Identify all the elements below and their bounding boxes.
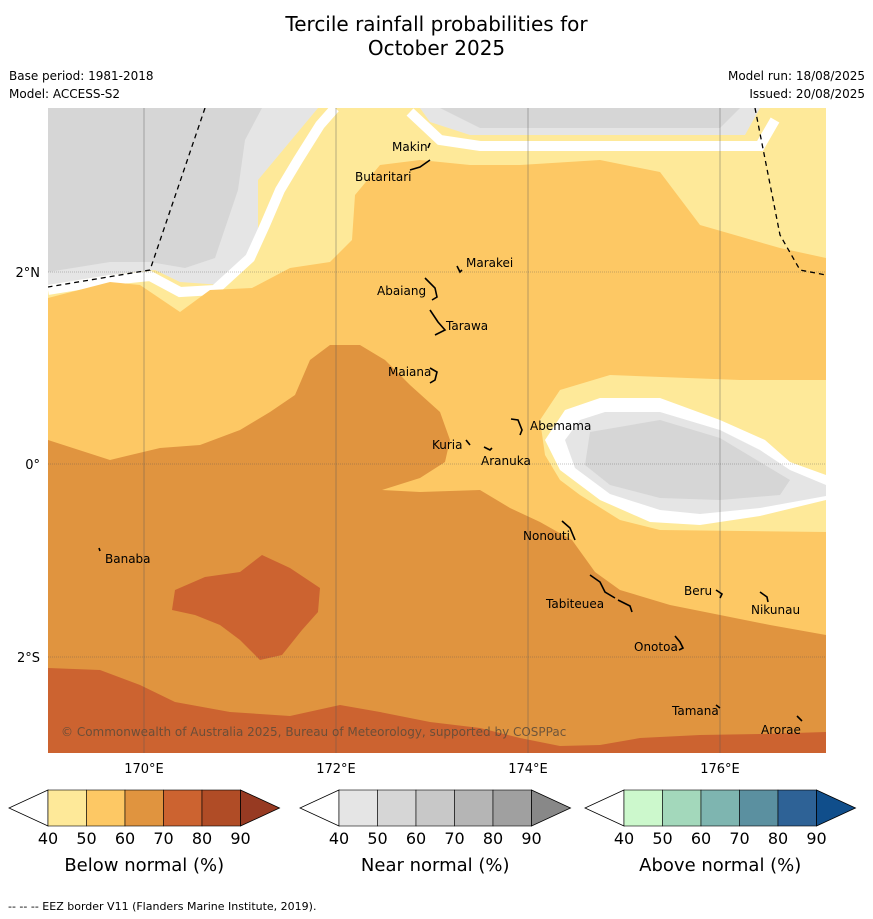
colorbar-tick-label: 60 [406, 829, 426, 848]
below-70-80-patch [172, 555, 320, 660]
colorbar-tick-label: 40 [329, 829, 349, 848]
colorbar-tick-label: 90 [230, 829, 250, 848]
place-onotoa: Onotoa [634, 640, 678, 654]
colorbar-segment [338, 789, 378, 827]
base-period: Base period: 1981-2018 [9, 69, 154, 83]
colorbar-segment [201, 789, 241, 827]
colorbar-tick-label: 80 [192, 829, 212, 848]
colorbar-extend-low [584, 789, 625, 827]
place-nonouti: Nonouti [523, 529, 570, 543]
place-tamana: Tamana [671, 704, 719, 718]
lon-label-172: 172°E [316, 762, 356, 777]
colorbar-3: 40 50 60 70 80 90 Above normal (%) [584, 789, 857, 876]
model-name: Model: ACCESS-S2 [9, 87, 121, 101]
place-tarawa: Tarawa [445, 319, 488, 333]
place-aranuka: Aranuka [481, 454, 531, 468]
colorbar-extend-high [816, 789, 857, 827]
colorbar-label: Below normal (%) [64, 855, 224, 876]
lon-label-176: 176°E [700, 762, 740, 777]
lon-label-170: 170°E [124, 762, 164, 777]
white-gap-n [406, 108, 780, 151]
lat-label-0: 0° [25, 458, 40, 473]
near-normal-region-n-inner [440, 108, 740, 128]
place-arorae: Arorae [761, 723, 801, 737]
below-70-80-band [48, 668, 826, 753]
colorbar-extend-high [240, 789, 281, 827]
colorbar-tick-label: 80 [768, 829, 788, 848]
colorbar-tick-label: 90 [521, 829, 541, 848]
meta-right: Model run: 18/08/2025 Issued: 20/08/2025 [728, 67, 865, 103]
colorbar-tick-label: 70 [444, 829, 464, 848]
place-butaritari: Butaritari [355, 170, 412, 184]
lon-label-174: 174°E [508, 762, 548, 777]
place-kuria: Kuria [432, 438, 463, 452]
colorbar-tick-label: 60 [691, 829, 711, 848]
place-abemama: Abemama [530, 419, 591, 433]
near-normal-region-nw-inner [48, 108, 262, 272]
place-abaiang: Abaiang [377, 284, 426, 298]
place-labels: Makin Butaritari Marakei Abaiang Tarawa … [105, 140, 801, 737]
place-tabiteuea: Tabiteuea [545, 597, 604, 611]
colorbar-tick-label: 50 [652, 829, 672, 848]
colorbar-segment [454, 789, 494, 827]
grid-lines [48, 108, 826, 753]
place-nikunau: Nikunau [751, 603, 800, 617]
colorbar-segment [777, 789, 817, 827]
axis-labels: 2°N 0° 2°S 170°E 172°E 174°E 176°E [16, 266, 740, 777]
map-title: Tercile rainfall probabilities for Octob… [0, 12, 873, 60]
colorbar-tick-label: 70 [153, 829, 173, 848]
title-line-2: October 2025 [367, 36, 506, 60]
colorbar-segment [86, 789, 126, 827]
title-line-1: Tercile rainfall probabilities for [285, 12, 588, 36]
place-maiana: Maiana [388, 365, 431, 379]
colorbar-segment [700, 789, 740, 827]
lat-label-2n: 2°N [16, 266, 41, 281]
footer-note: -- -- -- EEZ border V11 (Flanders Marine… [8, 900, 317, 913]
colorbar-tick-label: 50 [76, 829, 96, 848]
white-gap-nw [48, 108, 339, 298]
colorbar-tick-label: 40 [38, 829, 58, 848]
place-banaba: Banaba [105, 552, 151, 566]
island-outlines [98, 142, 803, 722]
colorbar-segment [492, 789, 532, 827]
place-makin: Makin [392, 140, 428, 154]
eez-border [48, 108, 826, 288]
issued-date: Issued: 20/08/2025 [749, 87, 865, 101]
colorbars: 40 50 60 70 80 90 Below normal (%) 40 50 60 70 80 90… [8, 789, 857, 876]
colorbar-2: 40 50 60 70 80 90 Near normal (%) [299, 789, 572, 876]
colorbar-segment [47, 789, 87, 827]
near-normal-region-e-inner [585, 420, 790, 500]
colorbar-segment [415, 789, 455, 827]
probability-field [48, 108, 826, 753]
place-beru: Beru [684, 584, 712, 598]
below-60-70-region [48, 345, 826, 753]
colorbar-segment [623, 789, 663, 827]
copyright-text: © Commonwealth of Australia 2025, Bureau… [61, 725, 566, 739]
lat-label-2s: 2°S [17, 651, 40, 666]
colorbar-tick-label: 40 [614, 829, 634, 848]
colorbar-extend-low [8, 789, 49, 827]
colorbar-segment [739, 789, 779, 827]
colorbar-tick-label: 70 [729, 829, 749, 848]
colorbar-segment [163, 789, 203, 827]
meta-left: Base period: 1981-2018 Model: ACCESS-S2 [9, 67, 154, 103]
colorbar-tick-label: 90 [806, 829, 826, 848]
colorbar-tick-label: 80 [483, 829, 503, 848]
colorbar-segment [662, 789, 702, 827]
colorbar-segment [377, 789, 417, 827]
colorbar-tick-label: 60 [115, 829, 135, 848]
colorbar-segment [124, 789, 164, 827]
colorbar-extend-high [531, 789, 572, 827]
colorbar-extend-low [299, 789, 340, 827]
colorbar-1: 40 50 60 70 80 90 Below normal (%) [8, 789, 281, 876]
colorbar-label: Near normal (%) [361, 855, 510, 876]
colorbar-label: Above normal (%) [639, 855, 801, 876]
place-marakei: Marakei [466, 256, 513, 270]
colorbar-tick-label: 50 [367, 829, 387, 848]
model-run: Model run: 18/08/2025 [727, 69, 865, 83]
